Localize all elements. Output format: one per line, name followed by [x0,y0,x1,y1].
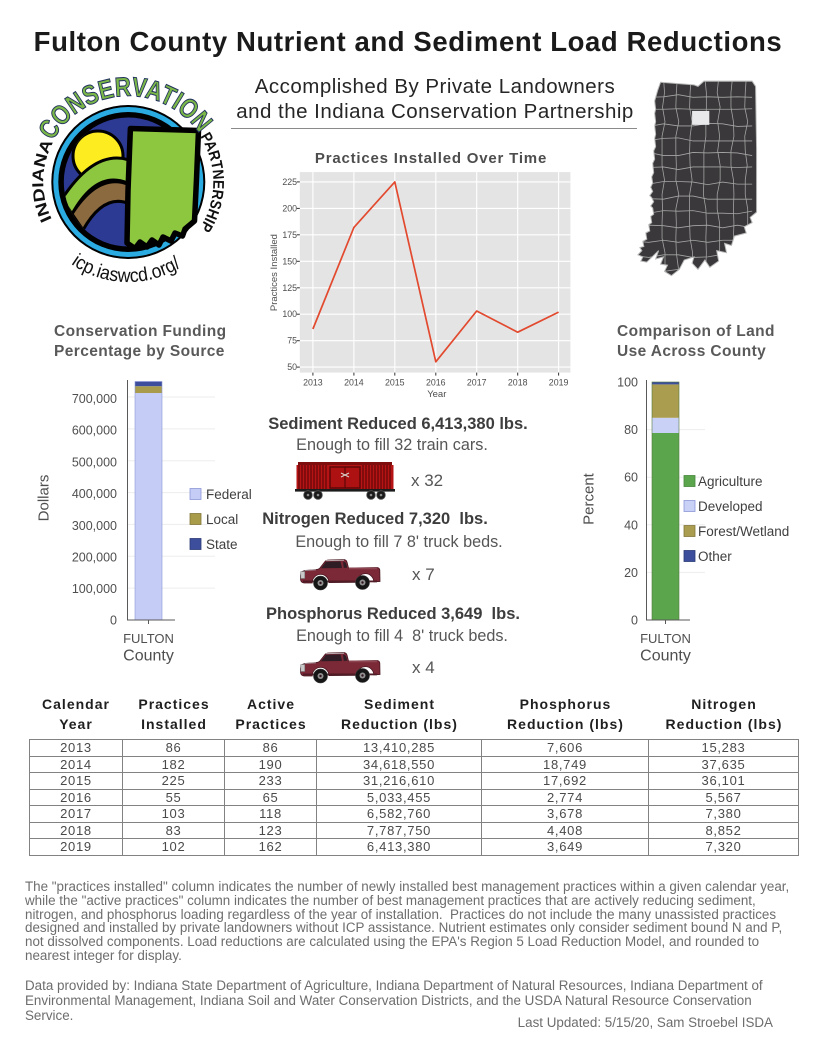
svg-text:20: 20 [624,566,638,580]
svg-text:Agriculture: Agriculture [698,474,763,489]
svg-text:Percent: Percent [580,472,597,525]
svg-text:2015: 2015 [385,378,405,388]
svg-text:Federal: Federal [206,487,252,502]
svg-text:175: 175 [282,230,297,240]
svg-text:Developed: Developed [698,499,763,514]
svg-text:40: 40 [624,518,638,532]
svg-text:2019: 2019 [549,378,569,388]
svg-text:300,000: 300,000 [72,519,117,533]
svg-text:60: 60 [624,471,638,485]
svg-text:Local: Local [206,512,238,527]
svg-text:500,000: 500,000 [72,455,117,469]
svg-text:225: 225 [282,177,297,187]
svg-text:2017: 2017 [467,378,487,388]
svg-text:Forest/Wetland: Forest/Wetland [698,524,789,539]
svg-text:County: County [123,648,174,665]
svg-text:600,000: 600,000 [72,424,117,438]
svg-text:0: 0 [631,614,638,628]
svg-text:Practices Installed: Practices Installed [269,234,280,311]
svg-text:100: 100 [282,309,297,319]
svg-text:Practices Installed Over Time: Practices Installed Over Time [315,150,547,167]
svg-text:700,000: 700,000 [72,392,117,406]
svg-text:150: 150 [282,256,297,266]
svg-text:FULTON: FULTON [640,631,691,646]
svg-text:2013: 2013 [303,378,323,388]
svg-text:200: 200 [282,203,297,213]
svg-text:County: County [640,648,691,665]
svg-text:50: 50 [287,362,297,372]
svg-text:200,000: 200,000 [72,551,117,565]
svg-text:100: 100 [617,376,638,390]
svg-text:2016: 2016 [426,378,446,388]
svg-text:Dollars: Dollars [35,475,52,522]
svg-text:75: 75 [287,336,297,346]
svg-text:400,000: 400,000 [72,487,117,501]
svg-text:State: State [206,537,238,552]
svg-text:0: 0 [110,614,117,628]
svg-text:Year: Year [427,389,446,400]
svg-text:2018: 2018 [508,378,528,388]
svg-text:2014: 2014 [344,378,364,388]
svg-text:FULTON: FULTON [123,631,174,646]
svg-text:80: 80 [624,423,638,437]
svg-text:100,000: 100,000 [72,582,117,596]
svg-text:125: 125 [282,283,297,293]
svg-text:Other: Other [698,549,732,564]
